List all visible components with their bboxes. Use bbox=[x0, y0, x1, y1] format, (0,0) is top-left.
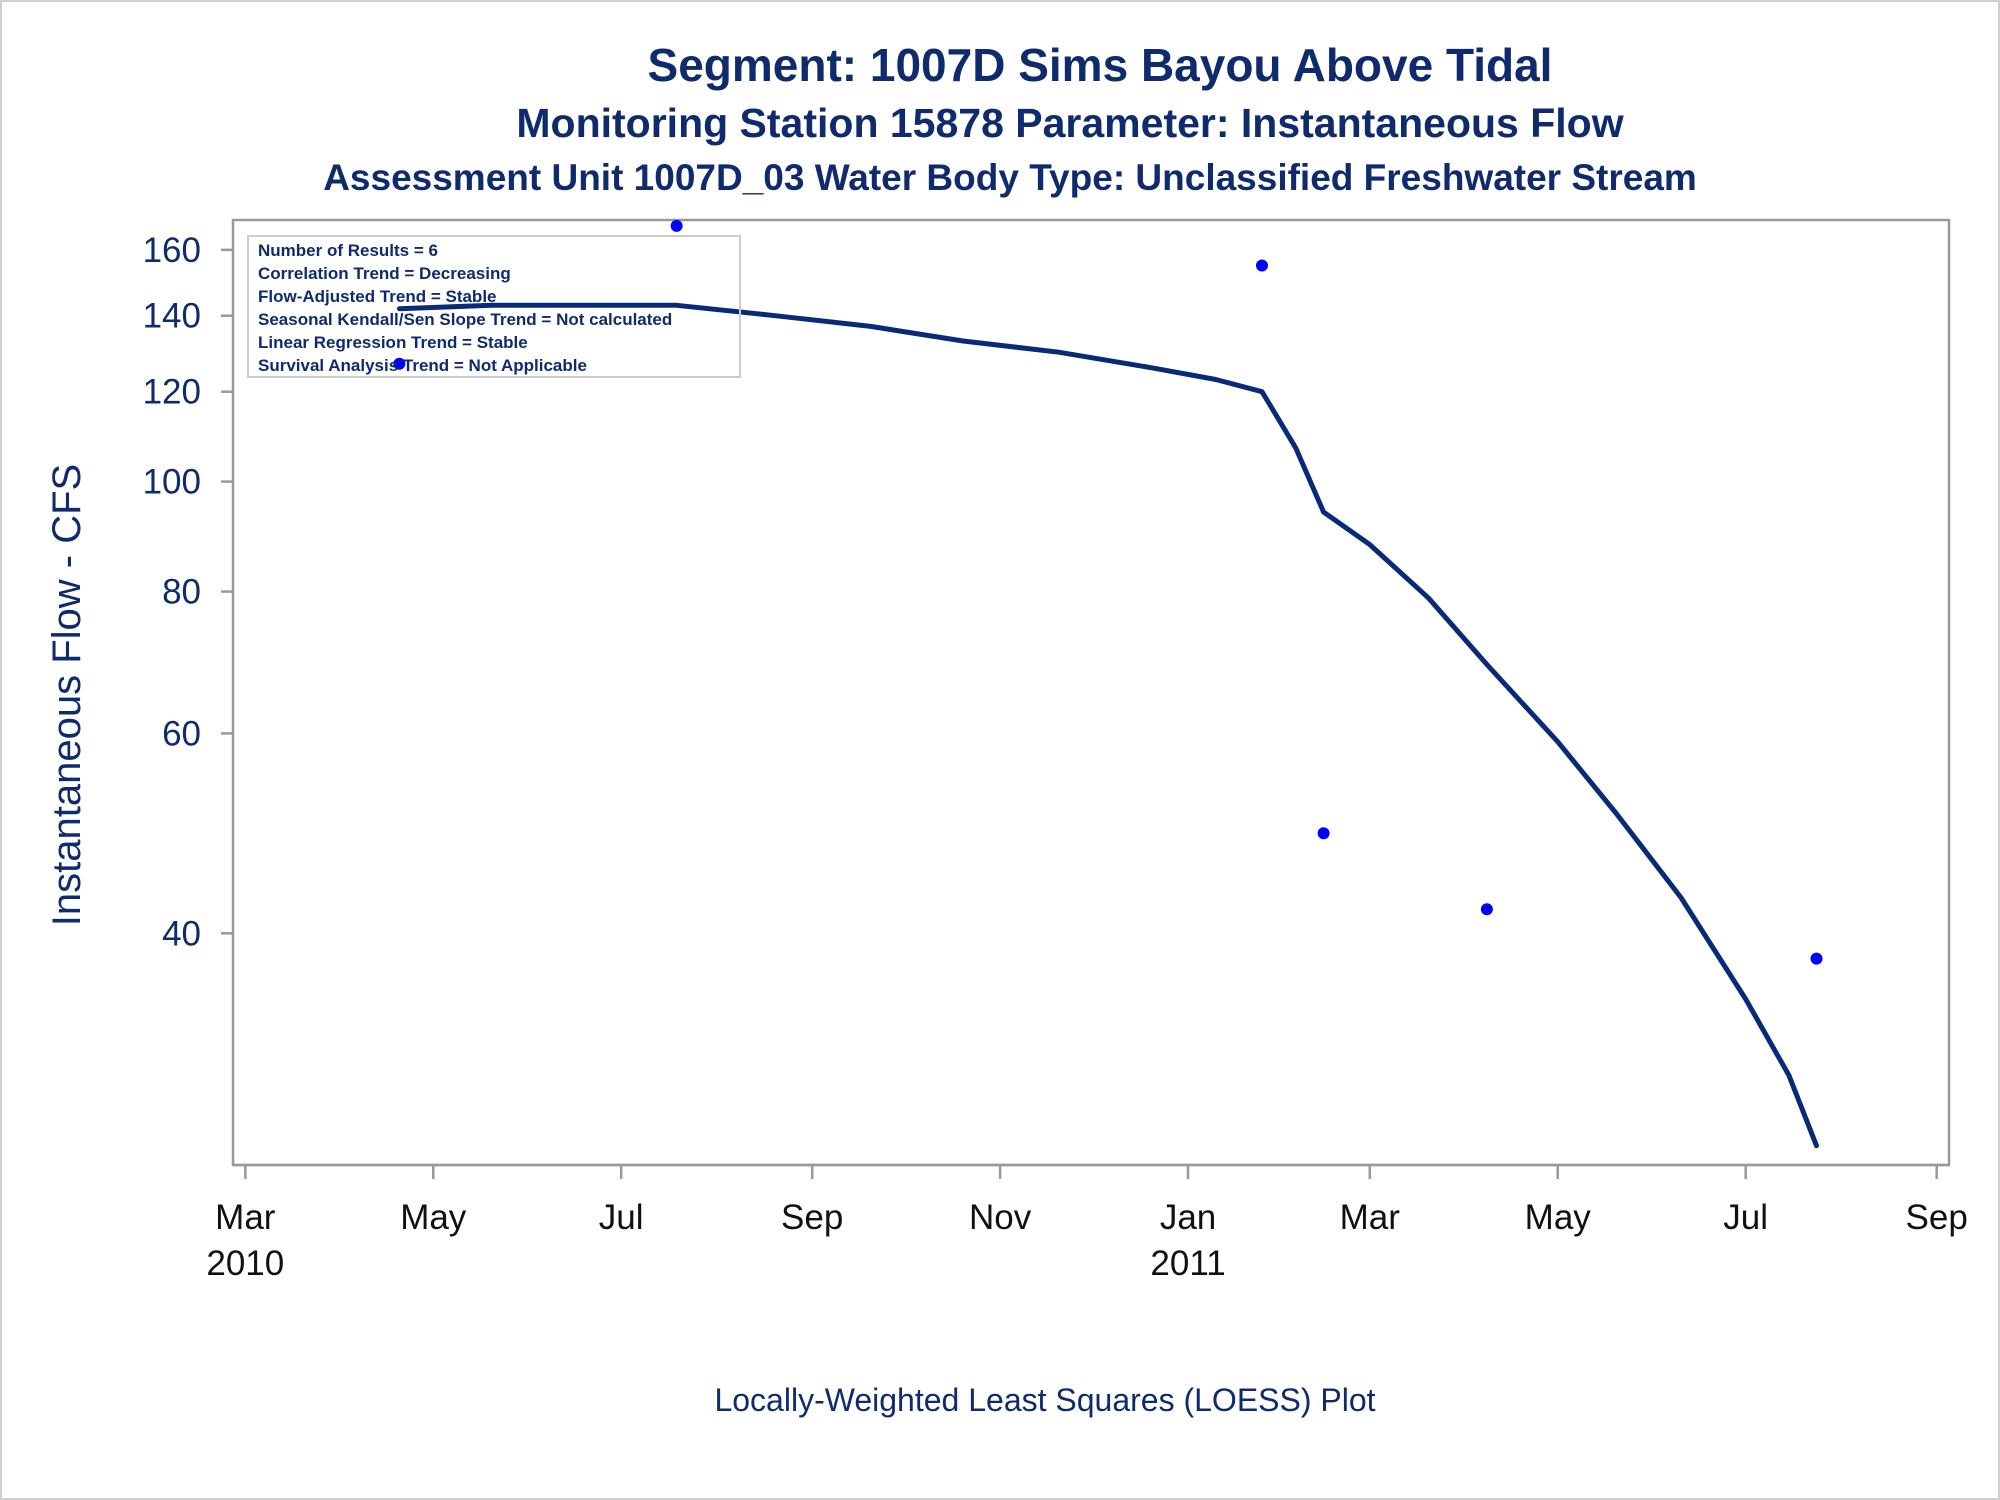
info-box-line: Survival Analysis Trend = Not Applicable bbox=[258, 356, 587, 375]
info-box-line: Flow-Adjusted Trend = Stable bbox=[258, 287, 497, 306]
x-tick-label: May bbox=[1525, 1198, 1592, 1237]
x-tick-label: Jul bbox=[599, 1198, 644, 1237]
y-tick-label: 60 bbox=[162, 714, 201, 753]
y-tick-label: 140 bbox=[143, 297, 201, 336]
x-tick-label: May bbox=[400, 1198, 467, 1237]
x-tick-label: Mar bbox=[1340, 1198, 1401, 1237]
y-axis-title: Instantaneous Flow - CFS bbox=[45, 464, 89, 926]
x-tick-label: Jul bbox=[1723, 1198, 1768, 1237]
y-axis: 40 60 80 100 120 140 160 bbox=[143, 231, 233, 953]
data-point bbox=[1480, 903, 1493, 916]
y-tick-label: 40 bbox=[162, 914, 201, 953]
x-tick-label: Sep bbox=[1906, 1198, 1968, 1237]
x-tick-label: Nov bbox=[969, 1198, 1032, 1237]
data-point bbox=[393, 357, 406, 370]
footnote: Locally-Weighted Least Squares (LOESS) P… bbox=[714, 1382, 1376, 1418]
info-box: Number of Results = 6 Correlation Trend =… bbox=[247, 235, 741, 378]
loess-layer bbox=[396, 302, 1819, 1149]
data-point bbox=[1810, 952, 1823, 965]
info-box-border bbox=[247, 235, 741, 378]
x-axis: Mar 2010 May Jul Sep Nov Jan 2011 Mar May Jul Sep bbox=[206, 1163, 1968, 1283]
x-tick-year-label: 2010 bbox=[206, 1244, 284, 1283]
points-layer bbox=[393, 219, 1823, 965]
chart-title: Segment: 1007D Sims Bayou Above Tidal bbox=[647, 39, 1553, 91]
info-box-line: Linear Regression Trend = Stable bbox=[258, 333, 528, 352]
x-tick-label: Mar bbox=[215, 1198, 276, 1237]
data-point bbox=[1317, 827, 1330, 840]
chart-subtitle: Monitoring Station 15878 Parameter: Inst… bbox=[516, 100, 1624, 146]
y-tick-label: 160 bbox=[143, 231, 201, 270]
y-tick-label: 100 bbox=[143, 463, 201, 502]
x-tick-label: Sep bbox=[781, 1198, 843, 1237]
info-box-line: Seasonal Kendall/Sen Slope Trend = Not c… bbox=[258, 310, 672, 329]
data-point bbox=[670, 219, 683, 232]
x-tick-year-label: 2011 bbox=[1150, 1244, 1225, 1283]
data-point bbox=[1255, 259, 1268, 272]
chart-subtitle-2: Assessment Unit 1007D_03 Water Body Type… bbox=[323, 157, 1697, 198]
loess-line bbox=[396, 302, 1819, 1149]
x-tick-label: Jan bbox=[1160, 1198, 1216, 1237]
y-tick-label: 120 bbox=[143, 373, 201, 412]
info-box-line: Number of Results = 6 bbox=[258, 241, 438, 260]
y-tick-label: 80 bbox=[162, 573, 201, 612]
info-box-line: Correlation Trend = Decreasing bbox=[258, 264, 511, 283]
